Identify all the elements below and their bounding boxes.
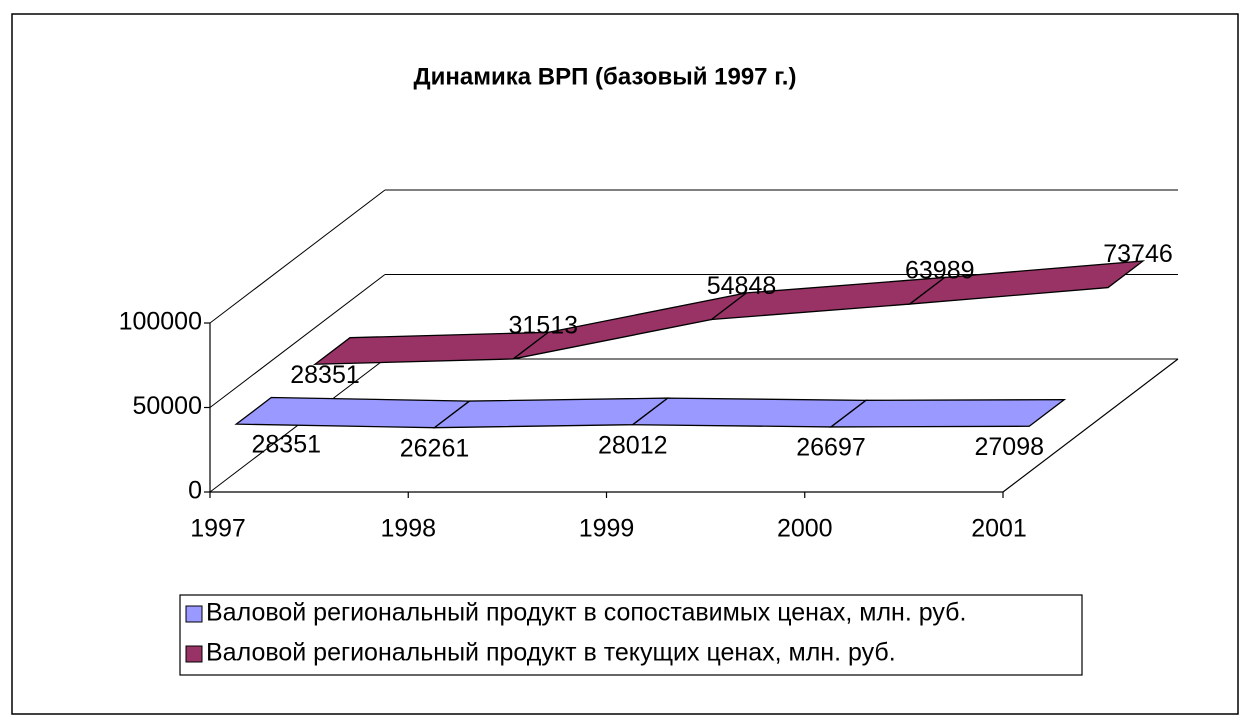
- legend-label: Валовой региональный продукт в текущих ц…: [206, 639, 896, 667]
- legend-swatch: [185, 605, 203, 623]
- data-label: 28351: [251, 431, 321, 459]
- x-tick-label: 2001: [971, 515, 1027, 543]
- data-label: 54848: [707, 272, 777, 300]
- x-tick-label: 2000: [777, 515, 833, 543]
- data-label: 27098: [974, 433, 1044, 461]
- data-label: 28012: [598, 431, 668, 459]
- chart-title: Динамика ВРП (базовый 1997 г.): [414, 63, 797, 90]
- floor-edge: [1002, 358, 1179, 493]
- y-tick-label: 50000: [132, 392, 202, 420]
- grid-line: [209, 274, 386, 408]
- legend: [179, 594, 1083, 676]
- ribbon-segment: [829, 398, 1067, 428]
- data-label: 28351: [290, 361, 360, 389]
- x-tick-label: 1999: [579, 515, 635, 543]
- ribbon-segment: [630, 397, 868, 428]
- y-tick-label: 0: [188, 477, 202, 505]
- data-label: 73746: [1103, 240, 1173, 268]
- data-label: 63989: [905, 257, 975, 285]
- ribbon-segment: [432, 397, 670, 429]
- ribbon-segment: [907, 260, 1146, 305]
- data-label: 31513: [508, 312, 578, 340]
- legend-label: Валовой региональный продукт в сопостави…: [206, 599, 966, 627]
- y-tick-label: 100000: [119, 308, 202, 336]
- legend-swatch: [185, 645, 203, 663]
- x-tick-label: 1998: [380, 515, 436, 543]
- data-label: 26697: [796, 434, 866, 462]
- grid-line: [209, 189, 386, 324]
- data-label: 26261: [400, 434, 470, 462]
- x-tick-label: 1997: [190, 515, 246, 543]
- ribbon-segment: [234, 396, 472, 429]
